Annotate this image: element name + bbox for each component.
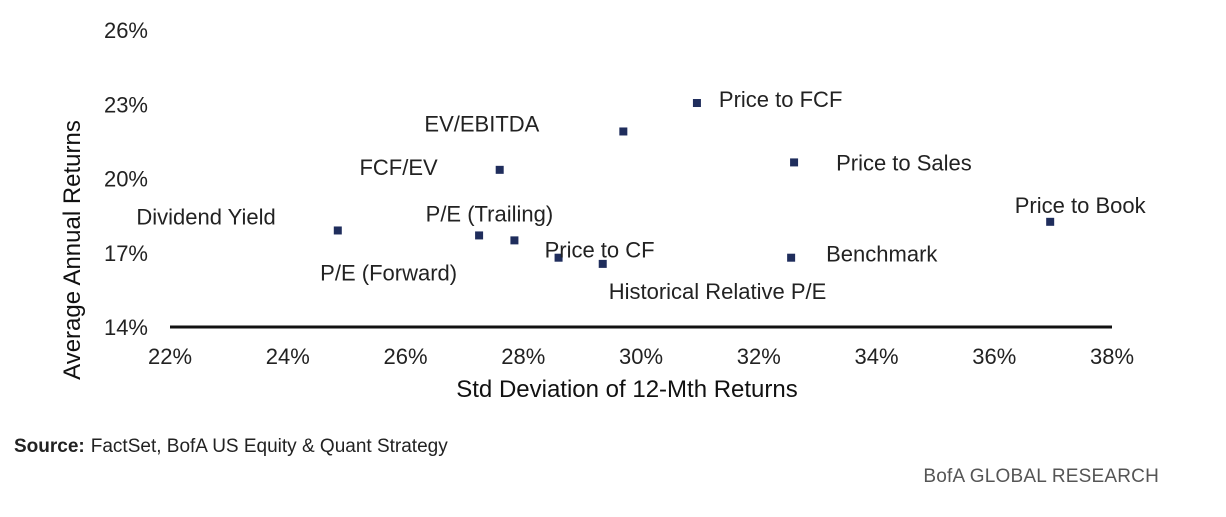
data-point	[495, 165, 504, 174]
x-tick-label: 22%	[148, 344, 192, 369]
brand-footer: BofA GLOBAL RESEARCH	[923, 466, 1159, 487]
data-label: Price to Book	[1015, 193, 1147, 218]
x-tick-label: 30%	[619, 344, 663, 369]
data-label: Benchmark	[826, 242, 938, 267]
x-tick-label: 24%	[266, 344, 310, 369]
x-tick-label: 28%	[501, 344, 545, 369]
x-tick-label: 38%	[1090, 344, 1134, 369]
data-point	[1046, 217, 1055, 226]
x-axis-title: Std Deviation of 12-Mth Returns	[456, 376, 798, 403]
y-axis-ticks: 26% 23% 20% 17% 14%	[104, 18, 148, 340]
data-point	[554, 253, 563, 262]
data-point	[619, 127, 628, 136]
data-point	[692, 99, 701, 108]
data-point	[333, 226, 342, 235]
data-point	[475, 231, 484, 240]
data-point	[510, 236, 519, 245]
y-tick-label: 26%	[104, 18, 148, 43]
data-label: FCF/EV	[359, 155, 438, 180]
y-tick-label: 23%	[104, 92, 148, 117]
data-label: Price to Sales	[836, 150, 972, 175]
data-label: Price to FCF	[719, 87, 842, 112]
data-point	[598, 259, 607, 268]
data-label: Price to CF	[545, 238, 655, 263]
data-label: Historical Relative P/E	[609, 279, 827, 304]
x-axis-ticks: 22% 24% 26% 28% 30% 32% 34% 36% 38%	[148, 344, 1134, 369]
data-labels: Dividend Yield P/E (Forward) FCF/EV P/E (Tr…	[136, 87, 1146, 304]
y-tick-label: 20%	[104, 167, 148, 192]
data-label: P/E (Forward)	[320, 260, 457, 285]
data-label: Dividend Yield	[136, 204, 275, 229]
data-label: P/E (Trailing)	[426, 201, 554, 226]
source-label: Source:	[14, 436, 85, 457]
x-tick-label: 34%	[854, 344, 898, 369]
y-tick-label: 14%	[104, 315, 148, 340]
source-note: Source: FactSet, BofA US Equity & Quant S…	[14, 436, 448, 458]
data-points	[333, 99, 1055, 268]
scatter-chart: 26% 23% 20% 17% 14% 22% 24% 26% 28% 30% 32% 34% 36%…	[59, 18, 1147, 403]
data-point	[790, 158, 799, 167]
data-point	[787, 253, 796, 262]
source-text: FactSet, BofA US Equity & Quant Strategy	[90, 436, 448, 457]
y-tick-label: 17%	[104, 241, 148, 266]
y-axis-title: Average Annual Returns	[59, 120, 86, 380]
x-tick-label: 32%	[737, 344, 781, 369]
x-tick-label: 36%	[972, 344, 1016, 369]
x-tick-label: 26%	[383, 344, 427, 369]
data-label: EV/EBITDA	[424, 111, 539, 136]
